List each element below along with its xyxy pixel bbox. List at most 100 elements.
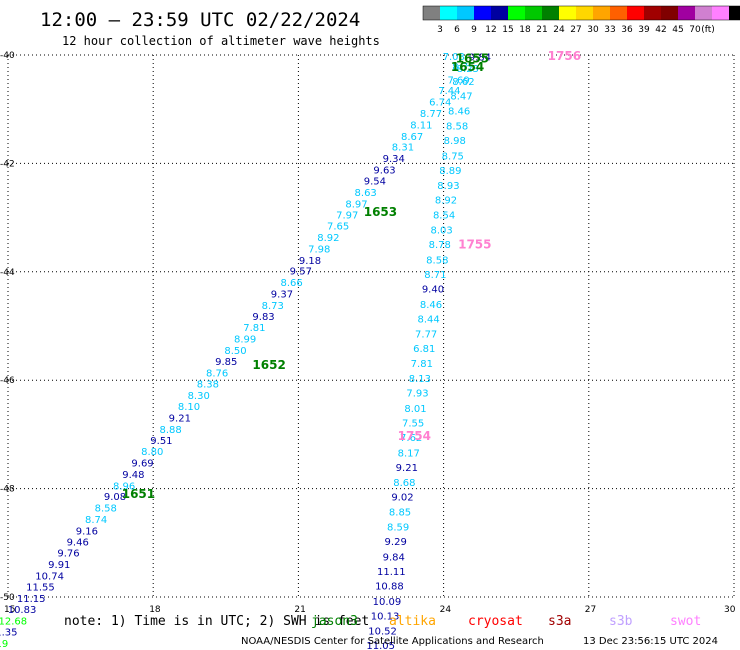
wave-height-point: 10.83 <box>8 605 37 616</box>
wave-height-point: 10.52 <box>368 627 397 638</box>
data-points: 7.038.758.628.478.468.588.988.758.898.93… <box>0 52 491 650</box>
wave-height-point: 10.09 <box>373 597 402 608</box>
satellite-label-altika: altika <box>389 614 436 629</box>
colorbar-swatch <box>491 6 508 20</box>
colorbar-label: 12 <box>485 25 496 35</box>
wave-height-point: 8.96 <box>113 481 135 492</box>
wave-height-point: 8.73 <box>262 301 284 312</box>
colorbar-label: 6 <box>454 25 460 35</box>
wave-height-point: 9.18 <box>299 256 321 267</box>
y-tick-label: -50 <box>0 593 15 603</box>
wave-height-point: 9.48 <box>122 470 144 481</box>
colorbar-swatch <box>474 6 491 20</box>
wave-height-point: 9.63 <box>373 165 395 176</box>
axis-ticks: 15 18 21 24 27 30 -40 -42 -44 -46 -48 -50 <box>0 51 736 615</box>
wave-height-point: 8.46 <box>448 106 470 117</box>
wave-height-point: 8.92 <box>317 233 339 244</box>
colorbar-label: 3 <box>437 25 443 35</box>
y-tick-label: -44 <box>0 268 15 278</box>
wave-height-point: 8.50 <box>224 346 246 357</box>
colorbar-swatch <box>423 6 440 20</box>
x-tick-label: 21 <box>294 605 305 615</box>
wave-height-point: 8.31 <box>392 143 414 154</box>
satellite-label-jason3: jason3 <box>311 614 358 629</box>
wave-height-point: 9.69 <box>131 459 153 470</box>
wave-height-point: 7.93 <box>406 389 428 400</box>
colorbar-label: 30 <box>587 25 599 35</box>
pass-label: 1652 <box>252 358 285 372</box>
x-tick-label: 18 <box>149 605 161 615</box>
wave-height-point: 8.44 <box>417 314 439 325</box>
pass-label: 1755 <box>458 238 491 252</box>
wave-height-point: 8.10 <box>178 402 200 413</box>
x-tick-label: 30 <box>724 605 736 615</box>
wave-height-point: 8.58 <box>95 504 117 515</box>
wave-height-point: 9.84 <box>469 53 491 64</box>
wave-height-point: 9.91 <box>48 560 70 571</box>
wave-height-point: 9.40 <box>422 285 444 296</box>
colorbar-swatch <box>559 6 576 20</box>
wave-height-point: 9.16 <box>76 526 98 537</box>
wave-height-point: 11.15 <box>17 594 46 605</box>
y-tick-label: -48 <box>0 485 15 495</box>
wave-height-point: 8.98 <box>444 136 466 147</box>
colorbar-label: 45 <box>672 25 683 35</box>
wave-height-point: 11.35 <box>0 628 17 639</box>
wave-height-point: 7.98 <box>308 244 330 255</box>
wave-height-point: 10.74 <box>35 571 64 582</box>
colorbar-swatch <box>678 6 695 20</box>
colorbar-legend: 3 6 9 12 15 18 21 24 27 30 33 36 39 42 45 70 (ft) <box>422 5 740 35</box>
wave-height-point: 8.17 <box>398 448 420 459</box>
wave-height-point: 8.88 <box>159 425 181 436</box>
wave-height-point: 7.69 <box>447 75 469 86</box>
footer-credit: NOAA/NESDIS Center for Satellite Applica… <box>241 636 544 647</box>
colorbar-swatch <box>627 6 644 20</box>
wave-height-point: 9.76 <box>57 549 79 560</box>
wave-height-point: 9.21 <box>396 463 418 474</box>
wave-height-point: 8.59 <box>387 523 409 534</box>
colorbar-swatch <box>457 6 474 20</box>
wave-height-point: 9.84 <box>383 552 405 563</box>
wave-height-point: 7.77 <box>415 330 437 341</box>
satellite-label-cryosat: cryosat <box>468 614 523 629</box>
wave-height-point: 8.47 <box>450 92 472 103</box>
wave-height-point: 8.92 <box>435 196 457 207</box>
wave-height-point: 9.34 <box>383 154 405 165</box>
colorbar-swatch <box>644 6 661 20</box>
wave-height-point: 7.81 <box>411 359 433 370</box>
pass-label: 1654 <box>451 60 484 74</box>
wave-height-point: 8.93 <box>437 181 459 192</box>
y-tick-label: -42 <box>0 159 15 169</box>
wave-height-point: 9.51 <box>150 436 172 447</box>
wave-height-point: 9.02 <box>391 493 413 504</box>
colorbar-unit: (ft) <box>701 25 715 35</box>
colorbar-swatch <box>729 6 740 20</box>
wave-height-point: 8.38 <box>197 379 219 390</box>
wave-height-point: 7.65 <box>327 222 349 233</box>
wave-height-point: 8.75 <box>442 151 464 162</box>
wave-height-point: 8.13 <box>409 374 431 385</box>
colorbar-label: 42 <box>655 25 666 35</box>
pass-label: 1754 <box>398 429 431 443</box>
colorbar-swatch <box>576 6 593 20</box>
wave-height-point: 9.46 <box>67 538 89 549</box>
wave-height-point: 8.77 <box>420 109 442 120</box>
wave-height-point: 8.11 <box>410 120 432 131</box>
wave-height-point: 10.13 <box>371 611 400 622</box>
x-tick-label: 15 <box>4 605 15 615</box>
wave-height-point: 7.62 <box>400 433 422 444</box>
wave-height-point: 11.55 <box>26 583 55 594</box>
colorbar-swatch <box>712 6 729 20</box>
wave-height-point: 9.37 <box>271 289 293 300</box>
colorbar-swatch <box>440 6 457 20</box>
wave-height-point: 8.54 <box>433 210 455 221</box>
wave-height-point: 8.89 <box>439 166 461 177</box>
pass-label: 1756 <box>548 49 581 63</box>
colorbar-swatch <box>542 6 559 20</box>
satellite-label-swot: swot <box>670 614 701 629</box>
colorbar-label: 27 <box>570 25 581 35</box>
wave-height-point: 7.97 <box>336 210 358 221</box>
x-tick-label: 27 <box>585 605 596 615</box>
wave-height-point: 8.67 <box>401 132 423 143</box>
